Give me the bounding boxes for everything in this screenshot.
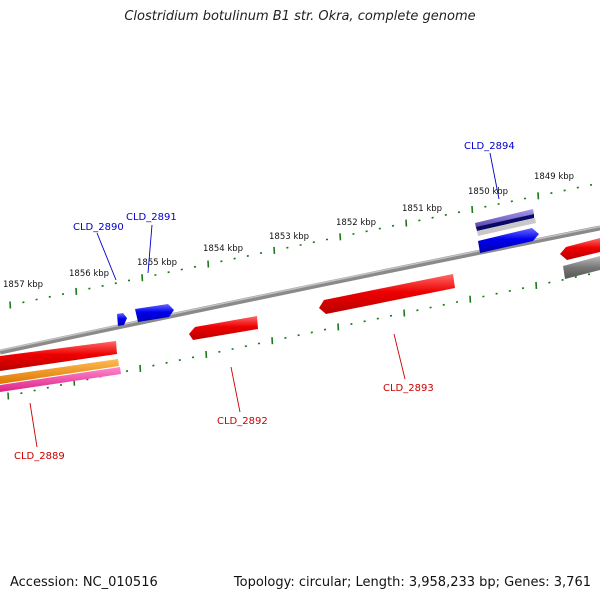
label-cld-2893[interactable]: CLD_2893 (383, 383, 434, 394)
gene-right-edge-red (560, 238, 600, 260)
map-title: Clostridium botulinum B1 str. Okra, comp… (0, 9, 600, 24)
label-cld-2890[interactable]: CLD_2890 (73, 222, 124, 233)
scale-label-1855: 1855 kbp (137, 258, 177, 268)
scale-label-1850: 1850 kbp (468, 187, 508, 197)
scale-label-1851: 1851 kbp (402, 204, 442, 214)
label-cld-2891[interactable]: CLD_2891 (126, 212, 177, 223)
scale-label-1853: 1853 kbp (269, 232, 309, 242)
leader-cld-2892 (231, 367, 240, 412)
scale-label-1856: 1856 kbp (69, 269, 109, 279)
label-cld-2892[interactable]: CLD_2892 (217, 416, 268, 427)
gene-cld-2892[interactable] (189, 316, 258, 340)
label-cld-2894[interactable]: CLD_2894 (464, 141, 515, 152)
inner-scale-ticks (8, 274, 589, 400)
scale-label-1854: 1854 kbp (203, 244, 243, 254)
scale-label-1849: 1849 kbp (534, 172, 574, 182)
leader-cld-2893 (394, 334, 405, 379)
leader-cld-2889 (30, 403, 37, 447)
accession-text: Accession: NC_010516 (10, 575, 158, 590)
scale-label-1852: 1852 kbp (336, 218, 376, 228)
gene-cld-2891[interactable] (135, 304, 174, 322)
genome-summary-text: Topology: circular; Length: 3,958,233 bp… (234, 575, 591, 590)
label-cld-2889[interactable]: CLD_2889 (14, 451, 65, 462)
genome-backbone (0, 228, 600, 352)
scale-label-1857: 1857 kbp (3, 280, 43, 290)
